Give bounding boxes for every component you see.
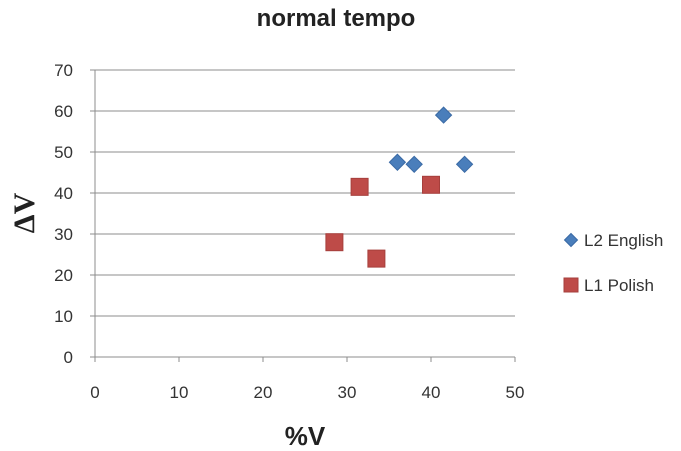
data-point-square: [422, 175, 440, 194]
y-tick-label: 40: [54, 184, 73, 203]
x-tick-label: 20: [254, 383, 273, 402]
data-point-square: [325, 233, 344, 252]
legend: L2 English L1 Polish: [563, 231, 663, 295]
legend-square-icon: [563, 277, 579, 293]
data-point-diamond: [388, 153, 407, 171]
chart-title: normal tempo: [257, 5, 416, 32]
x-tick-labels: 0 10 20 30 40 50: [90, 357, 524, 402]
y-tick-label: 10: [54, 307, 73, 326]
y-tick-labels: 0 10 20 30 40 50 60 70: [54, 61, 95, 367]
y-tick-label: 50: [54, 143, 73, 162]
y-tick-label: 70: [54, 61, 73, 80]
y-tick-label: 0: [64, 348, 73, 367]
data-point-square: [350, 177, 369, 196]
y-axis-label: ΔV: [8, 192, 41, 233]
y-tick-label: 20: [54, 266, 73, 285]
y-tick-label: 30: [54, 225, 73, 244]
data-point-diamond: [455, 155, 474, 174]
x-tick-label: 10: [170, 383, 189, 402]
x-tick-label: 30: [338, 383, 357, 402]
x-tick-label: 0: [90, 383, 99, 402]
y-tick-label: 60: [54, 102, 73, 121]
data-point-diamond: [405, 155, 423, 174]
gridlines: [95, 69, 515, 317]
x-tick-label: 40: [422, 383, 441, 402]
legend-diamond-icon: [563, 232, 579, 248]
data-point-square: [367, 249, 386, 268]
legend-label: L1 Polish: [584, 276, 654, 295]
data-points: [325, 106, 474, 268]
legend-label: L2 English: [584, 231, 663, 250]
data-point-diamond: [434, 106, 453, 124]
x-tick-label: 50: [506, 383, 525, 402]
x-axis-label: %V: [285, 421, 326, 451]
